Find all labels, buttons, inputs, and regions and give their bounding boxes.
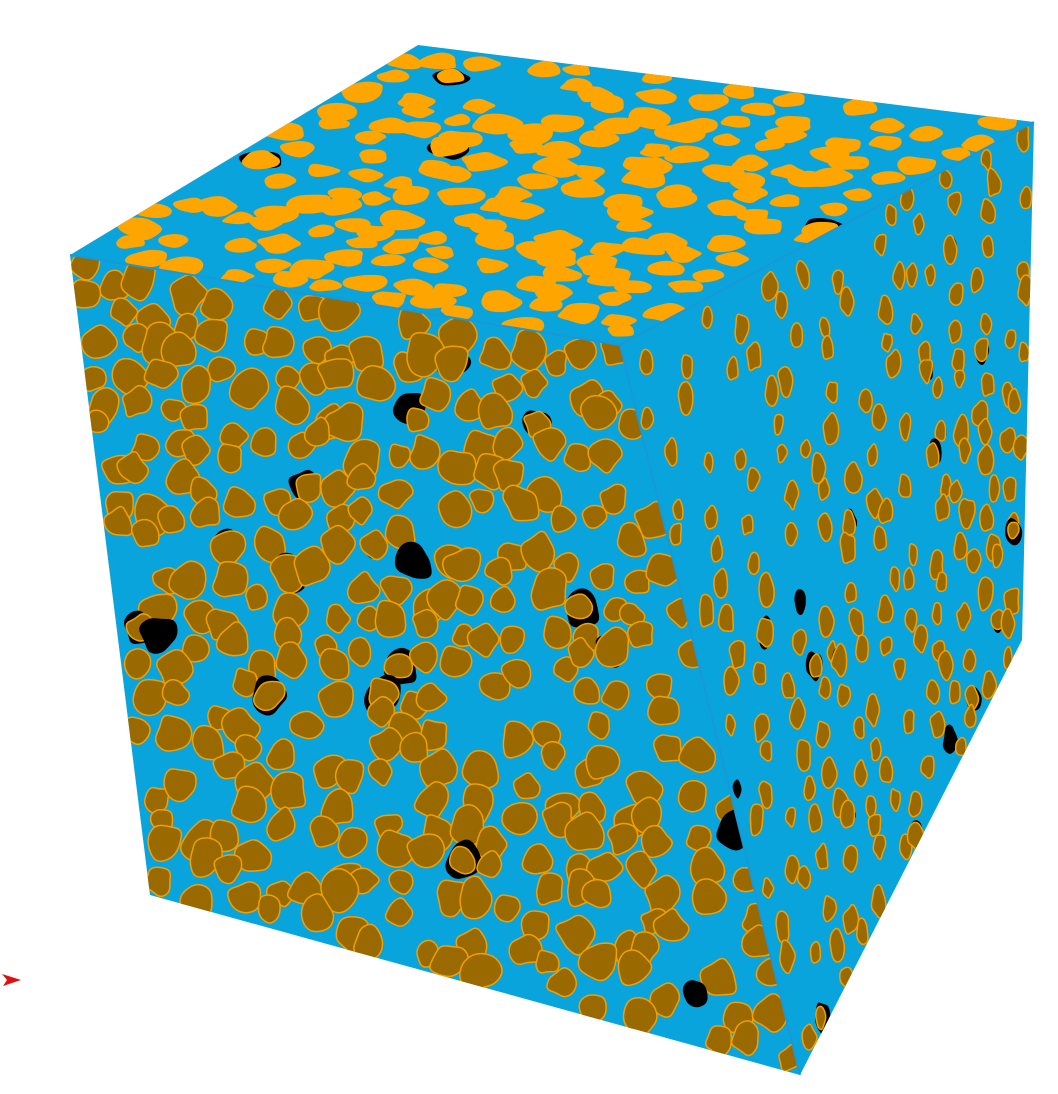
axis-arrow-icon (2, 974, 21, 986)
cube-top-face (70, 45, 1034, 345)
cube-right-face (620, 122, 1034, 1075)
cube-front-face (70, 255, 800, 1075)
cube-edges (69, 121, 1035, 1076)
